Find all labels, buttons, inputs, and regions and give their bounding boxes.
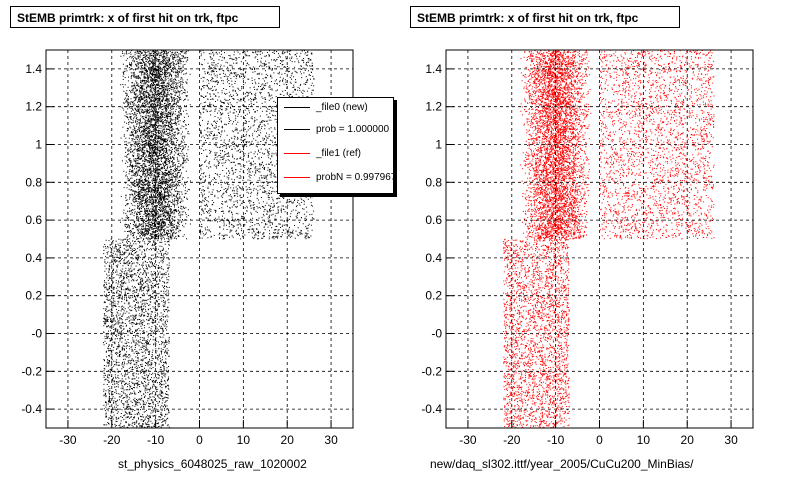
x-tick-label: -10 — [147, 433, 165, 447]
tick-labels: -30 -20 -10 0 10 20 30 -0.4 -0.2 -0 0.2 0.4 0.6 0.8 1 1… — [421, 62, 738, 447]
x-tick-label: 20 — [681, 433, 695, 447]
x-tick-label: 30 — [724, 433, 738, 447]
scatter-series — [503, 49, 715, 429]
y-tick-label: -0.4 — [421, 402, 442, 416]
x-tick-label: -30 — [459, 433, 477, 447]
right-scatter-plot: -30 -20 -10 0 10 20 30 -0.4 -0.2 -0 0.2 0.4 0.6 0.8 1 1… — [421, 49, 754, 447]
right-title: StEMB primtrk: x of first hit on trk, ft… — [410, 6, 680, 28]
legend-label: prob = 1.000000 — [316, 124, 390, 135]
y-tick-label: 0.4 — [25, 251, 42, 265]
y-tick-label: 0.6 — [425, 213, 442, 227]
y-tick-label: 1.4 — [425, 62, 442, 76]
legend-line-black — [284, 128, 310, 130]
legend-line-black — [284, 106, 310, 108]
y-tick-label: 1 — [435, 138, 442, 152]
y-tick-label: 0.2 — [25, 289, 42, 303]
scatter-series — [103, 49, 315, 429]
tick-labels: -30 -20 -10 0 10 20 30 -0.4 -0.2 -0 0.2 0.4 0.6 0.8 1 1… — [21, 62, 338, 447]
y-tick-label: -0 — [431, 327, 442, 341]
legend-line-red — [284, 176, 310, 178]
legend-line-red — [284, 152, 310, 154]
x-tick-label: -10 — [547, 433, 565, 447]
legend-label: probN = 0.997967 — [316, 172, 394, 183]
x-tick-label: -30 — [59, 433, 77, 447]
y-tick-label: 0.8 — [25, 175, 42, 189]
y-tick-label: -0.4 — [21, 402, 42, 416]
y-tick-label: -0.2 — [421, 364, 442, 378]
x-tick-label: 10 — [237, 433, 251, 447]
left-scatter-plot: -30 -20 -10 0 10 20 30 -0.4 -0.2 -0 0.2 0.4 0.6 0.8 1 1… — [21, 49, 354, 447]
y-tick-label: 0.2 — [425, 289, 442, 303]
x-tick-label: 20 — [281, 433, 295, 447]
y-tick-label: 1.4 — [25, 62, 42, 76]
x-tick-label: 10 — [637, 433, 651, 447]
y-tick-label: -0 — [31, 327, 42, 341]
legend-entry-probn: probN = 0.997967 — [284, 172, 394, 188]
legend-label: _file1 (ref) — [316, 148, 362, 159]
scatter-points — [503, 49, 715, 429]
y-tick-label: -0.2 — [21, 364, 42, 378]
legend-entry-file1: _file1 (ref) — [284, 148, 361, 164]
grid-lines — [446, 50, 753, 428]
y-tick-label: 1.2 — [425, 100, 442, 114]
legend-label: _file0 (new) — [316, 102, 368, 113]
scatter-points — [103, 49, 315, 429]
left-x-axis-title: st_physics_6048025_raw_1020002 — [118, 457, 307, 471]
y-tick-label: 0.4 — [425, 251, 442, 265]
x-tick-label: 30 — [324, 433, 338, 447]
left-title: StEMB primtrk: x of first hit on trk, ft… — [10, 6, 280, 28]
right-x-axis-title: new/daq_sl302.ittf/year_2005/CuCu200_Min… — [430, 457, 694, 471]
x-tick-label: 0 — [596, 433, 603, 447]
y-tick-label: 1 — [35, 138, 42, 152]
x-tick-label: -20 — [103, 433, 121, 447]
y-tick-label: 1.2 — [25, 100, 42, 114]
legend-entry-prob: prob = 1.000000 — [284, 124, 389, 140]
legend: _file0 (new) prob = 1.000000 _file1 (ref… — [277, 97, 394, 194]
x-tick-label: -20 — [503, 433, 521, 447]
y-tick-label: 0.8 — [425, 175, 442, 189]
y-tick-label: 0.6 — [25, 213, 42, 227]
legend-entry-file0: _file0 (new) — [284, 102, 368, 118]
x-tick-label: 0 — [196, 433, 203, 447]
